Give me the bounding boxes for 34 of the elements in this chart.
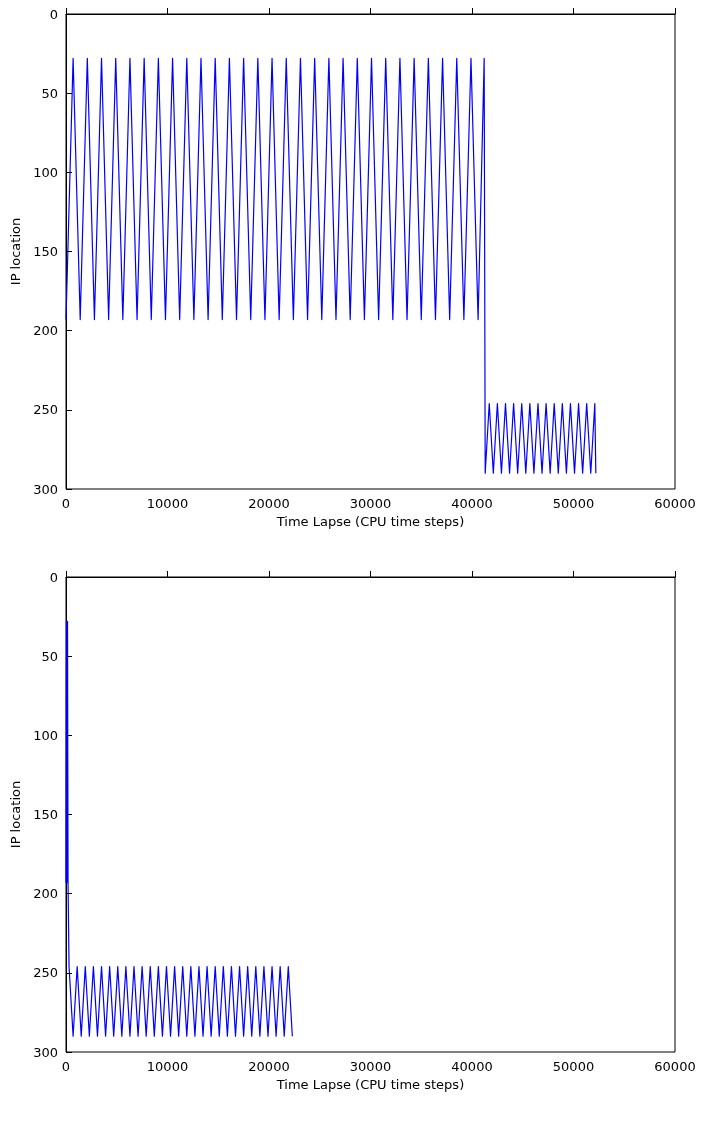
y-tick-label: 300 xyxy=(33,481,58,497)
y-tick-label: 300 xyxy=(33,1044,58,1060)
y-tick-label: 150 xyxy=(33,807,58,822)
x-tick-label: 10000 xyxy=(146,496,189,511)
y-tick-label: 200 xyxy=(33,886,58,902)
y-tick-label: 200 xyxy=(33,323,58,339)
y-tick-label: 250 xyxy=(33,965,58,981)
y-axis-title: IP location xyxy=(8,780,24,849)
line-series xyxy=(65,620,293,1037)
x-tick-label: 0 xyxy=(61,1059,71,1074)
y-tick-label: 50 xyxy=(41,648,58,664)
x-tick-label: 10000 xyxy=(146,1059,189,1074)
x-tick-label: 20000 xyxy=(248,1059,290,1074)
y-axis-title: IP location xyxy=(8,217,24,286)
x-tick-label: 0 xyxy=(61,496,71,511)
x-tick-label: 40000 xyxy=(451,1059,493,1074)
x-tick-label: 60000 xyxy=(654,496,696,511)
y-tick-label: 100 xyxy=(33,164,58,180)
y-tick-label: 250 xyxy=(33,402,58,418)
line-series xyxy=(65,57,597,474)
x-tick-label: 50000 xyxy=(552,496,595,511)
y-tick-label: 0 xyxy=(49,6,58,22)
x-axis-title: Time Lapse (CPU time steps) xyxy=(275,1076,465,1092)
y-tick-label: 100 xyxy=(33,727,58,743)
x-tick-label: 20000 xyxy=(248,496,290,511)
y-tick-label: 150 xyxy=(33,244,58,259)
y-tick-label: 50 xyxy=(41,85,58,101)
x-tick-label: 30000 xyxy=(349,496,392,511)
x-tick-label: 40000 xyxy=(451,496,493,511)
x-axis-title: Time Lapse (CPU time steps) xyxy=(275,513,465,529)
x-tick-label: 30000 xyxy=(349,1059,392,1074)
x-tick-label: 50000 xyxy=(552,1059,595,1074)
x-tick-label: 60000 xyxy=(654,1059,696,1074)
y-tick-label: 0 xyxy=(49,569,58,585)
